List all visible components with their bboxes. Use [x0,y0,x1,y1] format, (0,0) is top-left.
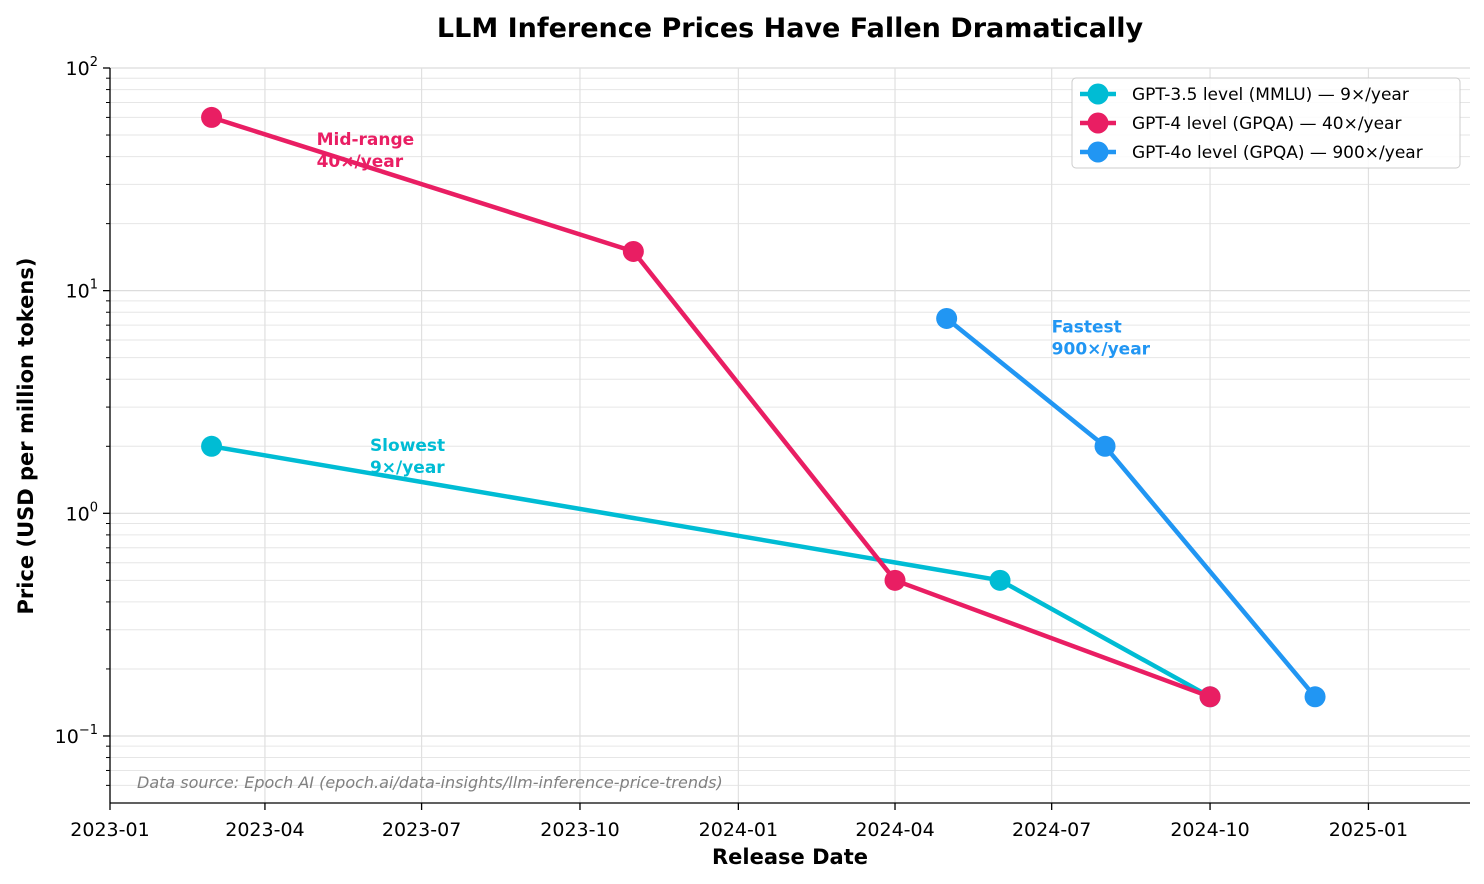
annotation: Fastest 900×/year [1052,317,1151,359]
series-1 [201,435,1221,708]
annotation: Mid-range 40×/year [317,130,415,172]
x-tick-label: 2024-07 [1012,819,1091,841]
annotation: Slowest 9×/year [370,436,445,478]
y-tick-label: 10−1 [55,723,98,748]
legend-box [1071,77,1461,169]
legend-marker [1087,141,1109,163]
y-tick-label: 102 [66,55,98,80]
legend-marker [1087,112,1109,134]
series-3 [936,307,1326,708]
y-tick-label: 100 [66,500,98,525]
data-point [1304,686,1326,708]
x-tick-label: 2024-01 [699,819,778,841]
legend-marker [1087,83,1109,105]
legend-item: GPT-3.5 level (MMLU) — 9×/year [1080,83,1409,105]
y-tick-label: 101 [66,278,98,303]
legend-label: GPT-3.5 level (MMLU) — 9×/year [1132,85,1409,105]
source-note: Data source: Epoch AI (epoch.ai/data-ins… [137,773,723,792]
x-axis-title: Release Date [712,845,868,869]
x-tick-label: 2025-01 [1329,819,1408,841]
data-point [989,569,1011,591]
legend-item: GPT-4o level (GPQA) — 900×/year [1080,141,1423,163]
legend-item: GPT-4 level (GPQA) — 40×/year [1080,112,1401,134]
data-point [201,435,223,457]
x-tick-label: 2023-04 [225,819,304,841]
data-point [936,307,958,329]
legend-label: GPT-4 level (GPQA) — 40×/year [1132,114,1401,134]
data-point [622,240,644,262]
chart-title: LLM Inference Prices Have Fallen Dramati… [437,13,1144,44]
series-line [209,444,1213,700]
data-point [1094,435,1116,457]
x-tick-label: 2023-01 [70,819,149,841]
series-line [944,316,1318,700]
data-point [884,569,906,591]
x-tick-label: 2023-10 [540,819,619,841]
y-axis-title: Price (USD per million tokens) [14,258,38,615]
x-tick-label: 2023-07 [382,819,461,841]
x-tick-label: 2024-04 [855,819,934,841]
data-point [201,106,223,128]
series-2 [201,106,1221,708]
x-tick-label: 2024-10 [1170,819,1249,841]
series-line [209,115,1213,700]
legend-label: GPT-4o level (GPQA) — 900×/year [1132,143,1423,163]
data-point [1199,686,1221,708]
